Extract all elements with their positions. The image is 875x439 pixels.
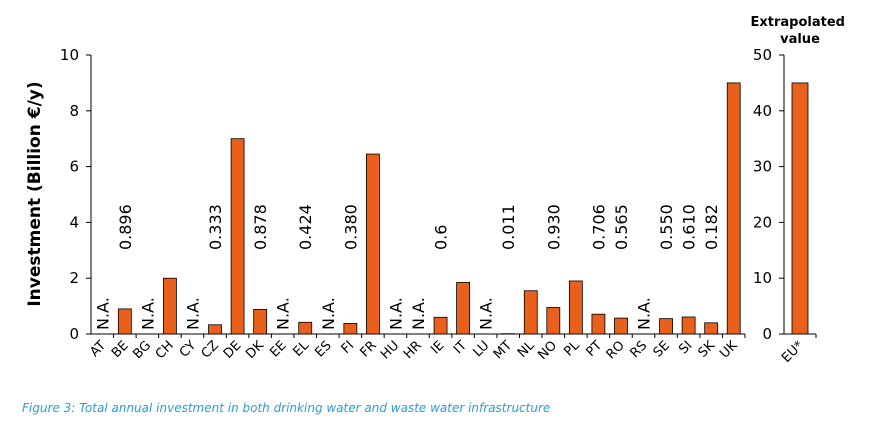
extrapolated-title: Extrapolated value [751, 15, 850, 47]
data-label: 0.333 [206, 204, 225, 250]
x-tick-label: FR [357, 338, 379, 360]
data-label: 0.878 [251, 204, 270, 250]
data-label: 0.610 [680, 204, 699, 250]
x-tick-label: MT [491, 338, 515, 362]
data-label: N.A. [274, 297, 293, 330]
bar [163, 277, 177, 335]
x-tick-label: CH [153, 338, 177, 362]
y-tick-label-extrapolated: 30 [753, 158, 772, 176]
bar [523, 290, 538, 335]
x-tick-label: RO [604, 338, 628, 362]
x-tick-label: SI [676, 338, 695, 357]
data-label: 0.011 [499, 204, 518, 250]
bar [726, 82, 741, 335]
bar [568, 280, 583, 335]
y-tick-label: 6 [69, 158, 79, 176]
x-tick-label: SK [696, 338, 719, 361]
y-axis-label: Investment (Billion €/y) [25, 81, 45, 306]
data-label: N.A. [477, 297, 496, 330]
x-tick-label: CZ [199, 338, 222, 361]
x-tick-label: HR [401, 338, 425, 362]
x-tick-label: SE [651, 338, 673, 360]
y-tick-label-extrapolated: 20 [753, 213, 772, 231]
bar [704, 322, 719, 335]
bar [433, 316, 448, 335]
bar [681, 316, 696, 335]
y-tick-label: 2 [69, 269, 79, 287]
x-tick-label: FI [339, 338, 358, 357]
x-tick-label: RS [628, 338, 651, 361]
x-tick-label: BG [130, 338, 154, 362]
x-tick-label: AT [87, 338, 109, 360]
bar [298, 321, 313, 335]
y-tick-label-extrapolated: 10 [753, 269, 772, 287]
data-label: 0.380 [341, 204, 360, 250]
bar [343, 322, 358, 335]
bar [208, 324, 222, 335]
x-tick-label: LU [470, 338, 492, 360]
x-tick-label: HU [378, 338, 402, 362]
x-tick-label: BE [109, 338, 132, 361]
x-tick-label: NL [515, 338, 538, 361]
extrapolated-bar-chart: 0 10 20 30 40 50 EU* [753, 46, 817, 366]
data-label: 0.896 [116, 204, 135, 250]
data-label: N.A. [183, 297, 202, 330]
data-label: 0.706 [589, 204, 608, 250]
bar [614, 317, 628, 335]
main-bar-chart: 0 2 4 6 8 10 AT N.A. BE 0.896 BG N.A. CH CY N.A. CZ 0.33… [60, 46, 746, 363]
data-label: 0.565 [612, 204, 631, 250]
bar [456, 281, 471, 335]
data-label: 0.182 [702, 204, 721, 250]
bar-extrapolated [791, 82, 809, 335]
x-tick-label: IT [451, 338, 470, 357]
bar [365, 153, 380, 335]
x-tick-label: NO [535, 338, 560, 363]
y-tick-label: 0 [69, 325, 79, 343]
data-label: N.A. [386, 297, 405, 330]
bar [546, 307, 561, 335]
x-tick-label: EL [291, 338, 313, 360]
x-tick-label: UK [717, 338, 741, 362]
data-label: N.A. [138, 297, 157, 330]
y-tick-label: 8 [69, 102, 79, 120]
data-label: N.A. [635, 297, 654, 330]
data-label: 0.424 [296, 204, 315, 250]
x-tick-label: CY [177, 338, 200, 361]
x-tick-label: PT [583, 338, 605, 360]
data-label: 0.550 [657, 204, 676, 250]
x-tick-label: IE [428, 338, 447, 357]
y-tick-label-extrapolated: 0 [762, 325, 772, 343]
y-tick-label-extrapolated: 40 [753, 102, 772, 120]
x-tick-label: EE [267, 338, 289, 360]
x-tick-label: DK [243, 338, 267, 362]
bar [253, 309, 268, 335]
data-label: N.A. [319, 297, 338, 330]
y-tick-label: 10 [60, 46, 79, 64]
figure-caption: Figure 3: Total annual investment in bot… [22, 401, 551, 415]
x-tick-label-extrapolated: EU* [779, 338, 807, 366]
bar [230, 138, 245, 335]
data-label: N.A. [93, 297, 112, 330]
bar [591, 313, 606, 335]
data-label: 0.930 [544, 204, 563, 250]
data-label: N.A. [409, 297, 428, 330]
x-tick-label: PL [561, 338, 583, 360]
x-tick-label: ES [312, 338, 334, 360]
bar [117, 308, 132, 335]
data-label: 0.6 [432, 225, 451, 250]
bar [659, 318, 673, 335]
x-tick-label: DE [221, 338, 245, 362]
y-tick-label-extrapolated: 50 [753, 46, 772, 64]
y-tick-label: 4 [69, 213, 79, 231]
